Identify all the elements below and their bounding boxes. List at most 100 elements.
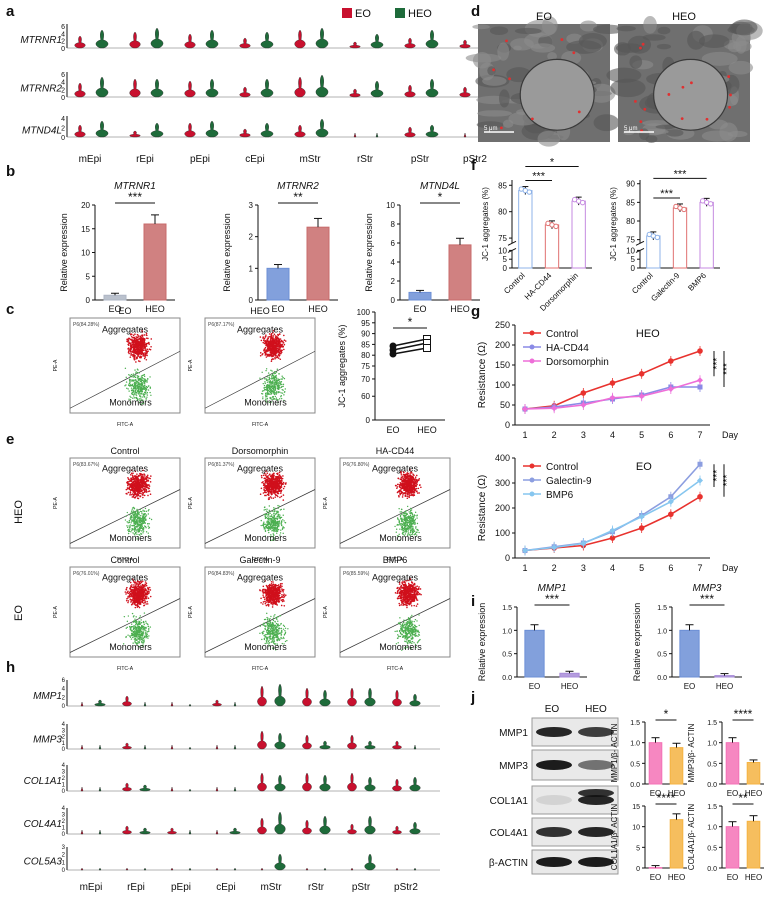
flow-event-monomer xyxy=(133,530,136,533)
flow-event-aggregate xyxy=(262,336,265,338)
flow-event-aggregate xyxy=(147,337,149,340)
flow-event-monomer xyxy=(137,536,139,538)
flow-event-aggregate xyxy=(134,475,136,478)
flow-event-aggregate xyxy=(150,345,152,348)
flow-event-aggregate xyxy=(145,478,147,481)
flow-event-monomer xyxy=(130,512,133,514)
tem-texture xyxy=(502,119,514,128)
flow-event-monomer xyxy=(135,620,138,622)
flow-event-aggregate xyxy=(129,473,132,476)
significance-label: ** xyxy=(293,190,303,204)
flow-event-aggregate xyxy=(128,352,130,355)
flow-event-monomer xyxy=(268,381,271,383)
flow-event-monomer xyxy=(282,526,284,528)
flow-event-aggregate xyxy=(282,494,285,496)
flow-event-aggregate xyxy=(268,335,271,338)
flow-event-monomer xyxy=(280,397,283,400)
flow-event-aggregate xyxy=(133,353,135,356)
flow-event-aggregate xyxy=(275,478,277,480)
tem-texture xyxy=(593,114,620,132)
flow-event-monomer xyxy=(274,527,276,529)
flow-event-monomer xyxy=(275,375,277,378)
tem-texture xyxy=(643,15,657,34)
tem-mitochondria-marker xyxy=(639,46,642,50)
flow-event-aggregate xyxy=(138,486,141,488)
flow-event-aggregate xyxy=(271,339,274,342)
flow-event-monomer xyxy=(132,513,134,515)
flow-event-monomer xyxy=(272,375,275,377)
violin-tick: 0 xyxy=(61,95,65,102)
tem-texture xyxy=(731,19,758,36)
paired-tick-label: 85 xyxy=(361,340,370,349)
flow-event-monomer xyxy=(127,528,130,531)
flow-event-monomer xyxy=(263,384,266,387)
flow-event-aggregate xyxy=(141,330,143,332)
flow-event-monomer xyxy=(280,384,282,386)
flow-event-monomer xyxy=(140,382,143,385)
flow-event-aggregate xyxy=(273,345,276,348)
flow-event-monomer xyxy=(267,389,270,392)
violin-heo xyxy=(205,29,219,49)
flow-event-aggregate xyxy=(271,351,274,354)
flow-event-monomer xyxy=(134,379,136,381)
flow-event-monomer xyxy=(277,402,279,404)
flow-event-aggregate xyxy=(140,346,143,349)
flow-event-monomer xyxy=(132,397,134,399)
flow-event-aggregate xyxy=(265,349,268,351)
violin-heo xyxy=(150,27,164,49)
flow-event-monomer xyxy=(416,522,419,525)
flow-event-monomer xyxy=(274,530,277,532)
flow-event-monomer xyxy=(136,631,139,633)
flow-event-monomer xyxy=(142,377,144,380)
flow-event-monomer xyxy=(125,384,127,386)
flow-event-monomer xyxy=(126,511,129,514)
flow-event-aggregate xyxy=(268,348,271,350)
flow-event-monomer xyxy=(269,517,271,520)
flow-event-monomer xyxy=(265,510,268,512)
tem-texture xyxy=(735,35,747,54)
violin-heo xyxy=(150,122,164,138)
flow-event-monomer xyxy=(145,527,147,529)
flow-x-label: FITC-A xyxy=(117,557,134,563)
flow-event-monomer xyxy=(145,633,147,635)
flow-event-monomer xyxy=(128,384,130,387)
flow-event-monomer xyxy=(129,382,131,384)
flow-event-monomer xyxy=(263,513,265,516)
paired-y-label: JC-1 aggregates (%) xyxy=(337,324,347,407)
flow-event-monomer xyxy=(125,376,127,379)
flow-event-aggregate xyxy=(407,481,409,484)
flow-event-monomer xyxy=(145,622,147,624)
flow-event-monomer xyxy=(266,387,268,390)
tem-texture xyxy=(616,25,636,32)
flow-event-aggregate xyxy=(148,343,151,345)
chart-tick-label: 8 xyxy=(391,220,396,229)
flow-event-monomer xyxy=(276,368,279,370)
violin-heo xyxy=(260,122,274,138)
flow-event-aggregate xyxy=(146,354,148,357)
flow-event-aggregate xyxy=(259,354,262,357)
flow-event-aggregate xyxy=(276,350,279,352)
flow-event-aggregate xyxy=(132,477,135,480)
flow-event-monomer xyxy=(277,515,279,517)
flow-event-monomer xyxy=(413,516,415,518)
flow-event-monomer xyxy=(133,533,135,535)
flow-event-monomer xyxy=(264,398,267,400)
flow-event-aggregate xyxy=(270,486,273,489)
flow-event-monomer xyxy=(147,385,150,387)
flow-event-aggregate xyxy=(134,485,136,487)
flow-event-monomer xyxy=(282,389,284,391)
flow-event-aggregate xyxy=(278,339,281,341)
flow-event-monomer xyxy=(416,517,418,519)
flow-event-monomer xyxy=(126,525,128,527)
flow-event-monomer xyxy=(129,375,131,377)
flow-event-monomer xyxy=(269,389,272,392)
tem-texture xyxy=(606,67,642,83)
violin-tick: 6 xyxy=(61,72,65,79)
flow-event-monomer xyxy=(399,511,401,513)
flow-event-monomer xyxy=(407,520,409,522)
flow-event-monomer xyxy=(264,382,266,385)
flow-event-monomer xyxy=(267,512,270,514)
flow-event-monomer xyxy=(128,390,130,392)
flow-event-monomer xyxy=(131,632,134,635)
flow-event-monomer xyxy=(274,392,276,395)
